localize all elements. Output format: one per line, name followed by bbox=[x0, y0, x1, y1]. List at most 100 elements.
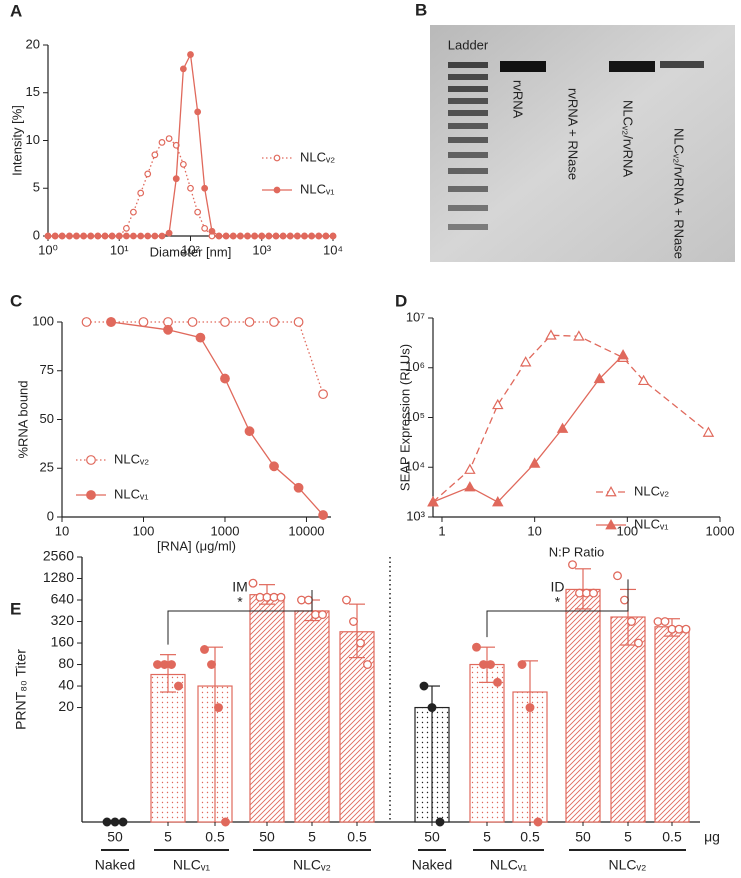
group-label: NLCᵥ₂ bbox=[293, 857, 331, 873]
marker bbox=[208, 227, 216, 235]
marker bbox=[73, 232, 80, 240]
marker bbox=[106, 317, 116, 327]
marker bbox=[637, 374, 650, 386]
data-point bbox=[589, 588, 598, 598]
route-label: ID bbox=[551, 579, 565, 595]
data-point bbox=[627, 617, 636, 626]
legend-label: NLCᵥ₁ bbox=[114, 486, 149, 501]
data-point bbox=[620, 595, 629, 605]
panel-letter: D bbox=[395, 291, 407, 310]
marker bbox=[137, 189, 145, 197]
y-tick-label: 80 bbox=[58, 655, 74, 671]
ladder-bands bbox=[448, 62, 488, 230]
marker bbox=[151, 151, 159, 159]
marker bbox=[492, 496, 504, 507]
lane-label: NLCᵥ₂/rvRNA bbox=[621, 100, 636, 177]
marker bbox=[187, 317, 198, 327]
y-axis-label: PRNT₈₀ Titer bbox=[13, 649, 29, 730]
marker bbox=[51, 232, 59, 240]
marker bbox=[573, 330, 585, 341]
route-label: IM bbox=[232, 579, 248, 595]
marker bbox=[201, 184, 209, 192]
significance-bracket bbox=[486, 579, 629, 638]
panel-letter: B bbox=[415, 0, 427, 19]
data-point bbox=[356, 638, 365, 648]
group-label: NLCᵥ₂ bbox=[609, 857, 647, 873]
data-point bbox=[174, 681, 183, 691]
marker bbox=[179, 160, 187, 168]
marker bbox=[293, 482, 304, 493]
marker bbox=[286, 232, 294, 240]
marker bbox=[322, 232, 330, 240]
marker bbox=[201, 224, 209, 232]
marker bbox=[293, 317, 304, 327]
y-tick-label: 50 bbox=[40, 411, 54, 426]
marker bbox=[144, 232, 152, 240]
data-point bbox=[486, 660, 495, 669]
x-tick-label: 0.5 bbox=[205, 829, 225, 845]
data-point bbox=[304, 595, 313, 605]
bar bbox=[610, 616, 646, 823]
x-tick-label: 100 bbox=[616, 523, 638, 538]
series-line bbox=[432, 354, 624, 503]
marker bbox=[244, 426, 255, 437]
marker bbox=[130, 208, 137, 216]
marker bbox=[258, 232, 266, 240]
x-tick-label: 1000 bbox=[706, 523, 735, 538]
series-line bbox=[432, 334, 709, 503]
legend-label: NLCᵥ₂ bbox=[634, 483, 669, 498]
significance-bracket bbox=[167, 590, 313, 645]
y-tick-label: 10³ bbox=[406, 508, 425, 523]
marker bbox=[318, 389, 329, 400]
marker bbox=[229, 232, 237, 240]
legend-label: NLCᵥ₂ bbox=[114, 451, 149, 466]
data-point bbox=[613, 571, 622, 581]
marker bbox=[556, 422, 569, 433]
series-line bbox=[110, 321, 324, 516]
x-tick-label: 10¹ bbox=[110, 242, 129, 257]
marker bbox=[138, 317, 149, 327]
marker bbox=[464, 463, 476, 474]
x-tick-label: 10⁰ bbox=[38, 242, 58, 257]
legend-label: NLCᵥ₁ bbox=[634, 516, 669, 531]
y-tick-label: 2560 bbox=[43, 548, 74, 564]
data-point bbox=[342, 595, 351, 605]
y-tick-label: 100 bbox=[32, 313, 54, 328]
marker bbox=[279, 232, 287, 240]
panel-letter: A bbox=[10, 1, 22, 20]
marker bbox=[492, 398, 504, 410]
x-axis-label: [RNA] (μg/ml) bbox=[157, 538, 236, 553]
marker bbox=[94, 232, 102, 240]
marker bbox=[244, 232, 251, 240]
data-point bbox=[214, 703, 223, 712]
marker bbox=[151, 232, 159, 240]
marker bbox=[222, 232, 230, 240]
data-point bbox=[472, 642, 481, 652]
x-tick-label: 1000 bbox=[211, 523, 240, 538]
data-point bbox=[634, 638, 643, 648]
marker bbox=[617, 349, 629, 360]
x-tick-label: 0.5 bbox=[347, 829, 367, 845]
data-point bbox=[533, 817, 543, 827]
marker bbox=[220, 373, 230, 384]
x-tick-label: 5 bbox=[483, 829, 491, 845]
marker bbox=[80, 232, 88, 240]
marker bbox=[427, 496, 439, 507]
lane-label: rvRNA + RNase bbox=[566, 88, 581, 180]
x-tick-label: 50 bbox=[575, 829, 591, 845]
x-tick-label: 1 bbox=[438, 523, 445, 538]
data-point bbox=[102, 817, 112, 827]
y-tick-label: 75 bbox=[40, 362, 54, 377]
bar bbox=[249, 594, 285, 823]
group-label: NLCᵥ₁ bbox=[490, 857, 528, 873]
legend-label: NLCᵥ₂ bbox=[300, 149, 335, 164]
bar bbox=[565, 588, 601, 823]
y-tick-label: 10⁴ bbox=[405, 459, 425, 474]
y-tick-label: 20 bbox=[58, 698, 74, 714]
data-point bbox=[318, 610, 327, 620]
marker bbox=[236, 232, 244, 240]
y-tick-label: 320 bbox=[51, 612, 75, 628]
y-tick-label: 10⁵ bbox=[405, 409, 425, 424]
marker bbox=[123, 232, 130, 240]
legend-marker bbox=[86, 490, 96, 500]
